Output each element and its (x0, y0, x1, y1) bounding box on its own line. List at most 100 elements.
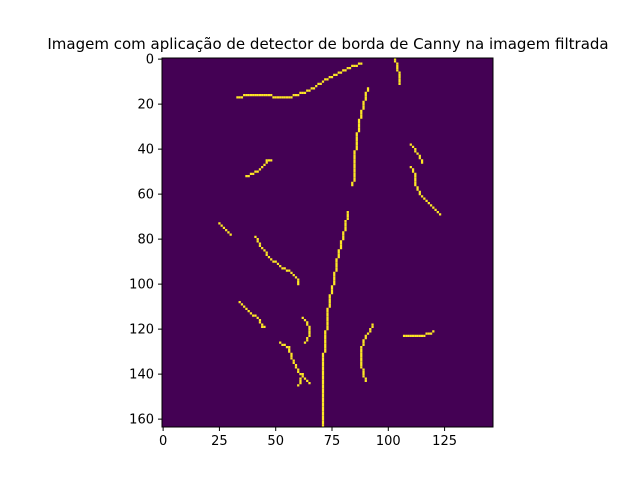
edge-pixel (303, 377, 307, 380)
edge-pixel (321, 409, 325, 412)
edge-pixel (321, 422, 325, 425)
edge-pixel (360, 116, 363, 119)
edge-pixel (321, 395, 325, 398)
edge-pixel (285, 269, 289, 272)
edge-pixel (346, 217, 349, 220)
edge-pixel (351, 64, 354, 67)
edge-pixel (411, 145, 415, 148)
edge-pixel (328, 298, 331, 301)
edge-pixel (342, 231, 345, 234)
edge-pixel (245, 175, 248, 178)
edge-pixel (321, 404, 325, 407)
edge-pixel (333, 274, 336, 277)
edge-pixel (346, 213, 349, 216)
edge-pixel (256, 170, 259, 173)
edge-pixel (321, 402, 325, 405)
edge-pixel (360, 348, 363, 351)
edge-pixel (288, 96, 291, 99)
edge-pixel (328, 301, 331, 304)
y-tick-label: 160 (129, 413, 154, 428)
edge-pixel (312, 87, 316, 90)
edge-pixel (321, 357, 325, 360)
x-tick-label: 0 (159, 434, 167, 449)
edge-pixel (288, 350, 291, 353)
edge-pixel (299, 382, 302, 385)
edge-pixel (362, 103, 365, 106)
edge-pixel (364, 94, 367, 97)
edge-pixel (396, 62, 399, 65)
edge-pixel (301, 373, 304, 376)
edge-pixel (339, 244, 343, 247)
y-tick-label: 100 (129, 278, 154, 293)
edge-pixel (303, 319, 307, 322)
edge-pixel (319, 82, 322, 85)
edge-pixel (333, 271, 336, 274)
edge-pixel (414, 148, 417, 151)
edge-pixel (409, 143, 412, 146)
y-tick-label: 140 (129, 368, 154, 383)
edge-pixel (328, 305, 331, 308)
edge-pixel (353, 163, 356, 166)
edge-pixel (369, 330, 372, 333)
edge-pixel (418, 193, 421, 196)
edge-pixel (342, 69, 345, 72)
edge-pixel (330, 287, 334, 290)
edge-pixel (263, 163, 266, 166)
edge-pixel (321, 411, 325, 414)
edge-pixel (335, 269, 338, 272)
edge-pixel (414, 179, 417, 182)
edge-pixel (360, 114, 363, 117)
edge-pixel (357, 127, 361, 130)
edge-pixel (297, 94, 300, 97)
edge-pixel (256, 316, 259, 319)
edge-pixel (418, 334, 421, 337)
edge-pixel (405, 334, 408, 337)
edge-pixel (281, 96, 284, 99)
edge-pixel (306, 321, 309, 324)
edge-pixel (353, 150, 356, 153)
edge-pixel (418, 154, 421, 157)
x-tick-label: 100 (376, 434, 401, 449)
chart-title: Imagem com aplicação de detector de bord… (47, 35, 608, 53)
edge-pixel (218, 222, 221, 225)
edge-pixel (254, 94, 257, 97)
y-tick-label: 120 (129, 323, 154, 338)
edge-pixel (308, 382, 311, 385)
edge-pixel (427, 202, 430, 205)
edge-pixel (362, 100, 365, 103)
edge-pixel (434, 208, 437, 211)
edge-pixel (297, 280, 300, 283)
edge-pixel (346, 67, 349, 70)
edge-pixel (321, 424, 325, 427)
edge-pixel (366, 87, 370, 90)
edge-pixel (355, 134, 358, 137)
edge-pixel (369, 328, 372, 331)
edge-pixel (321, 359, 325, 362)
edge-pixel (362, 341, 365, 344)
edge-pixel (414, 181, 417, 184)
edge-pixel (333, 280, 336, 283)
edge-pixel (290, 352, 293, 355)
edge-pixel (306, 339, 309, 342)
edge-pixel (270, 94, 273, 97)
edge-pixel (326, 314, 329, 317)
edge-pixel (308, 89, 311, 92)
edge-pixel (342, 233, 345, 236)
edge-pixel (344, 224, 347, 227)
edge-pixel (324, 346, 327, 349)
edge-pixel (281, 267, 284, 270)
edge-pixel (398, 82, 401, 85)
edge-pixel (366, 332, 370, 335)
edge-pixel (308, 325, 311, 328)
edge-pixel (261, 325, 264, 328)
edge-pixel (348, 67, 352, 70)
edge-pixel (423, 334, 426, 337)
edge-pixel (423, 197, 426, 200)
edge-pixel (429, 204, 433, 207)
edge-pixel (411, 170, 415, 173)
edge-pixel (339, 240, 343, 243)
edge-pixel (299, 373, 302, 376)
edge-pixel (301, 375, 304, 378)
edge-pixel (420, 334, 424, 337)
edge-pixel (420, 159, 424, 162)
